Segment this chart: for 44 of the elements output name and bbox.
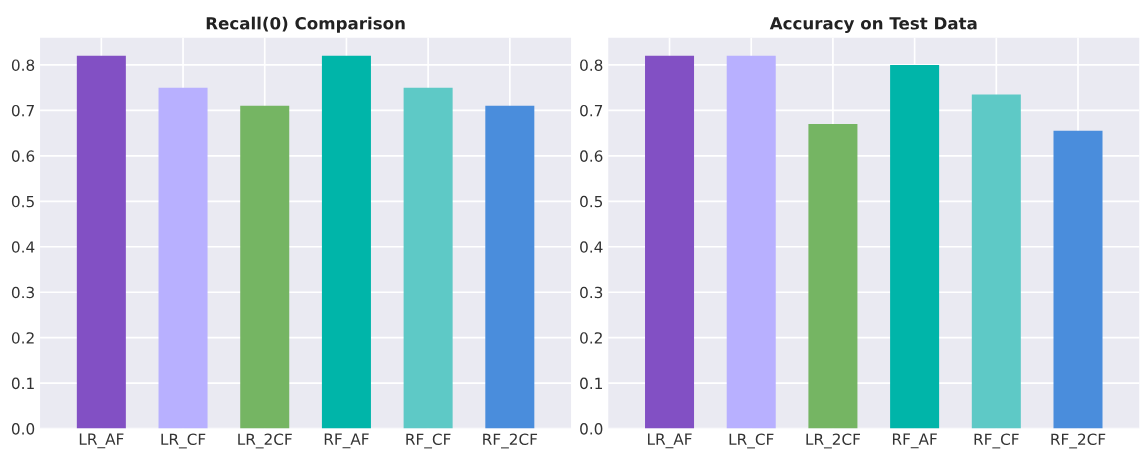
bar [1053, 130, 1103, 429]
x-tick-label: RF_AF [892, 433, 937, 449]
x-tick-label: RF_2CF [483, 433, 538, 449]
bar [726, 55, 776, 429]
bar [971, 94, 1021, 429]
chart-title: Accuracy on Test Data [769, 17, 977, 33]
y-tick-label: 0.7 [580, 104, 603, 117]
y-tick-label: 0.7 [11, 104, 34, 117]
bar [890, 64, 940, 429]
y-tick-label: 0.2 [11, 332, 34, 344]
chart-title: Recall(0) Comparison [206, 16, 405, 33]
y-tick-label: 0.8 [580, 59, 603, 71]
x-tick-label: RF_CF [974, 433, 1019, 449]
y-tick-label: 0.5 [580, 195, 603, 208]
y-tick-label: 0.8 [11, 59, 35, 71]
bar [645, 55, 695, 429]
y-tick-label: 0.5 [11, 195, 34, 208]
x-tick-label: RF_CF [406, 433, 451, 449]
y-tick-label: 0.3 [580, 286, 603, 299]
y-tick-label: 0.1 [11, 377, 34, 390]
y-tick-label: 0.6 [580, 150, 603, 162]
x-tick-label: LR_2CF [238, 433, 292, 449]
bar [403, 87, 453, 429]
y-tick-label: 0.0 [11, 423, 35, 435]
x-tick-label: LR_2CF [806, 433, 860, 449]
bar [808, 124, 858, 429]
x-tick-label: LR_AF [648, 433, 692, 449]
x-tick-label: LR_AF [79, 433, 124, 449]
bar [240, 105, 290, 429]
y-tick-label: 0.4 [580, 241, 603, 253]
bar [158, 87, 208, 429]
x-tick-label: RF_AF [324, 433, 369, 449]
x-tick-label: RF_2CF [1051, 433, 1106, 449]
y-tick-label: 0.6 [11, 150, 35, 162]
y-tick-label: 0.0 [580, 423, 603, 435]
bar [321, 55, 371, 429]
y-tick-label: 0.4 [11, 241, 35, 253]
x-tick-label: LR_CF [161, 433, 206, 449]
bar [76, 55, 126, 429]
y-tick-label: 0.1 [580, 377, 602, 390]
bar [485, 105, 535, 429]
x-tick-label: LR_CF [729, 433, 774, 449]
y-tick-label: 0.2 [580, 332, 602, 344]
y-tick-label: 0.3 [11, 286, 34, 299]
